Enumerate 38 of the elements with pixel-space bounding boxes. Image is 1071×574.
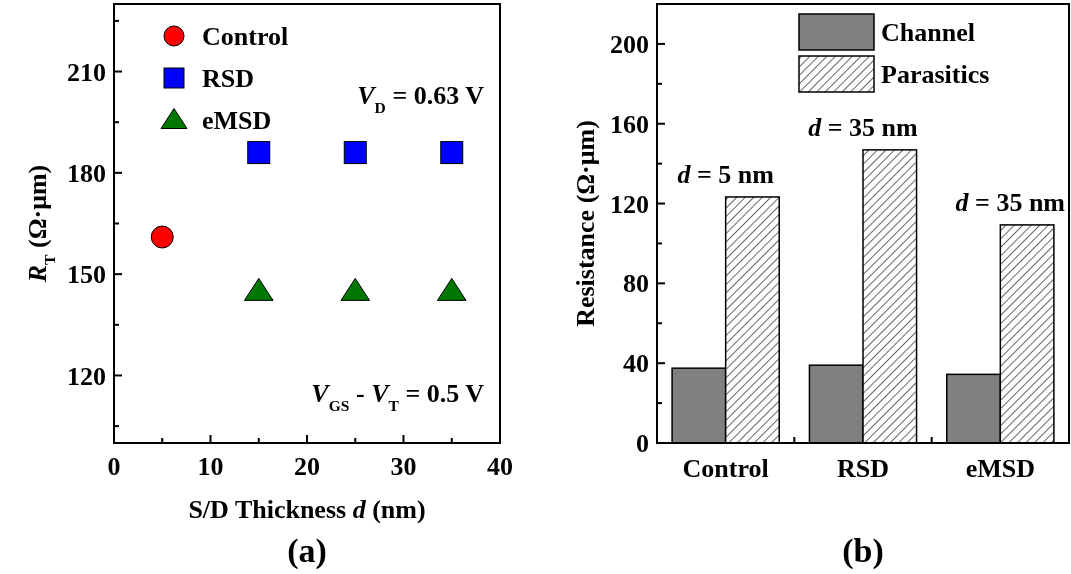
legend-label: Channel	[881, 18, 975, 48]
annotation: d = 5 nm	[677, 159, 775, 189]
point	[243, 277, 274, 301]
legend-label: eMSD	[202, 106, 272, 136]
annotation: d = 35 nm	[955, 187, 1066, 217]
x-tick-label: eMSD	[965, 454, 1035, 483]
legend-label: Control	[202, 22, 289, 52]
point	[440, 141, 464, 165]
annotation: V$_{D}$ = 0.63 V	[357, 81, 485, 116]
y-tick-label: 40	[623, 349, 649, 379]
point	[150, 225, 174, 249]
x-axis-title: S/D Thickness d (nm)	[188, 495, 426, 524]
point	[436, 277, 467, 301]
x-tick-label: 40	[487, 452, 513, 481]
y-tick-label: 200	[610, 30, 649, 60]
y-tick-label: 160	[610, 109, 649, 139]
x-tick-label: Control	[682, 454, 769, 483]
point	[340, 277, 371, 301]
x-tick-label: 10	[197, 452, 224, 481]
y-tick-label: 210	[67, 57, 106, 87]
point	[247, 141, 271, 165]
legend-label: RSD	[202, 64, 255, 94]
text: (b)	[842, 532, 884, 570]
x-tick-label: RSD	[836, 454, 890, 483]
y-tick-label: 180	[67, 158, 106, 188]
text: (a)	[287, 532, 327, 570]
legend-label: Parasitics	[881, 60, 990, 90]
y-tick-label: 150	[67, 260, 106, 290]
y-axis-title: Resistance (Ω·μm)	[571, 120, 600, 327]
y-tick-label: 120	[67, 361, 106, 391]
annotation: d = 35 nm	[808, 112, 919, 142]
y-tick-label: 120	[610, 189, 649, 219]
y-tick-label: 0	[636, 429, 649, 459]
x-tick-label: 30	[390, 452, 417, 481]
point	[343, 141, 367, 165]
x-tick-label: 20	[294, 452, 320, 481]
y-tick-label: 80	[623, 269, 649, 299]
annotation: V$_{GS}$ - V$_{T}$ = 0.5 V	[311, 379, 485, 414]
